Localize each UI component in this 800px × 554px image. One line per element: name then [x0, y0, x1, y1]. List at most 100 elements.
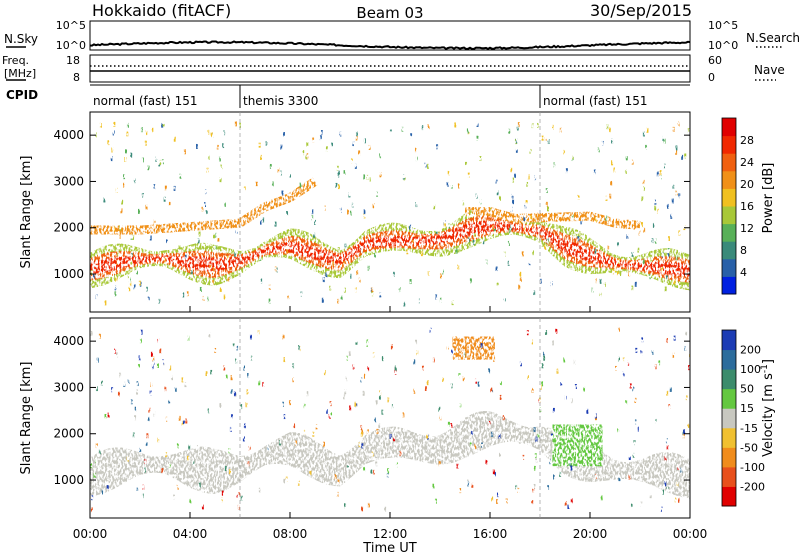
power-scatter-cell	[513, 173, 516, 179]
power-scatter-cell	[503, 251, 506, 257]
nave-label: Nave	[754, 63, 785, 77]
power-scatter-cell	[214, 245, 217, 251]
velocity-scatter-cell	[666, 390, 669, 396]
power-scatter-cell	[223, 202, 226, 208]
velocity-scatter-cell	[240, 404, 243, 410]
power-scatter-cell	[130, 260, 133, 266]
power-scatter-cell	[667, 252, 670, 258]
velocity-scatter-cell	[262, 381, 265, 387]
power-scatter-cell	[439, 273, 442, 279]
velocity-scatter-cell	[432, 483, 435, 489]
power-scatter-cell	[577, 236, 580, 242]
power-scatter-cell	[415, 156, 418, 162]
power-scatter-cell	[115, 187, 118, 193]
velocity-scatter-cell	[196, 445, 199, 451]
power-scatter-cell	[401, 126, 404, 132]
velocity-scatter-cell	[426, 433, 429, 439]
velocity-scatter-cell	[617, 327, 620, 333]
velocity-scatter-cell	[666, 445, 669, 451]
power-colorbar: 4 8 12 16 20 24 28	[721, 117, 754, 295]
velocity-scatter-cell	[519, 361, 522, 367]
colorbar-swatch	[722, 349, 736, 370]
power-scatter-cell	[286, 248, 289, 254]
power-echo-field	[90, 121, 690, 307]
velocity-scatter-cell	[499, 394, 502, 400]
velocity-scatter-cell	[532, 487, 535, 493]
velocity-scatter-cell	[429, 327, 432, 333]
velocity-scatter-cell	[474, 444, 477, 450]
velocity-scatter-cell	[683, 429, 686, 435]
velocity-scatter-cell	[237, 504, 240, 510]
colorbar-swatch	[722, 466, 736, 487]
power-scatter-cell	[678, 230, 681, 236]
power-scatter-cell	[348, 192, 351, 198]
power-scatter-cell	[525, 200, 528, 206]
power-scatter-cell	[149, 235, 152, 241]
power-scatter-cell	[379, 172, 382, 178]
power-scatter-cell	[539, 278, 542, 284]
velocity-scatter-cell	[594, 413, 597, 419]
velocity-scatter-cell	[344, 503, 347, 509]
colorbar-tick-label: 50	[740, 383, 754, 396]
power-scatter-cell	[475, 193, 478, 199]
velocity-scatter-cell	[413, 359, 416, 365]
velocity-scatter-cell	[230, 389, 233, 395]
power-upper-echo	[287, 177, 318, 202]
colorbar-tick-label: -15	[740, 422, 758, 435]
velocity-scatter-cell	[187, 455, 190, 461]
power-scatter-cell	[544, 136, 547, 142]
power-scatter-cell	[601, 140, 604, 146]
power-scatter-cell	[129, 281, 132, 287]
power-scatter-cell	[495, 266, 498, 272]
station-title: Hokkaido (fitACF)	[92, 1, 231, 20]
power-scatter-cell	[255, 181, 258, 187]
velocity-scatter-cell	[474, 378, 477, 384]
velocity-scatter-cell	[363, 373, 366, 379]
power-scatter-cell	[138, 280, 141, 286]
noise-tick-right-top: 10^5	[708, 19, 738, 32]
velocity-scatter-cell	[522, 454, 525, 460]
colorbar-swatch	[722, 170, 736, 189]
freq-tick-right-top: 60	[708, 54, 722, 67]
power-scatter-cell	[227, 276, 230, 282]
power-scatter-cell	[535, 212, 538, 218]
velocity-colorbar-label-main: Velocity [m s	[761, 373, 776, 457]
velocity-scatter-cell	[458, 373, 461, 379]
velocity-scatter-cell	[550, 433, 553, 439]
power-scatter-cell	[455, 248, 458, 254]
velocity-scatter-cell	[416, 350, 419, 356]
velocity-scatter-cell	[236, 345, 239, 351]
power-scatter-cell	[531, 123, 534, 129]
power-scatter-cell	[667, 235, 670, 241]
colorbar-swatch	[722, 369, 736, 390]
power-scatter-cell	[360, 247, 363, 253]
velocity-scatter-cell	[292, 363, 295, 369]
power-scatter-cell	[654, 199, 657, 205]
power-scatter-cell	[541, 241, 544, 247]
power-scatter-cell	[133, 284, 136, 290]
power-scatter-cell	[545, 201, 548, 207]
power-scatter-cell	[163, 196, 166, 202]
velocity-scatter-cell	[517, 487, 520, 493]
velocity-scatter-cell	[282, 401, 285, 407]
power-scatter-cell	[372, 203, 375, 209]
power-scatter-cell	[320, 244, 323, 250]
velocity-scatter-cell	[498, 433, 501, 439]
colorbar-swatch	[722, 408, 736, 429]
power-scatter-cell	[117, 251, 120, 257]
velocity-scatter-cell	[535, 436, 538, 442]
velocity-scatter-cell	[355, 339, 358, 345]
velocity-scatter-cell	[531, 339, 534, 345]
freq-tick-left-bottom: 8	[73, 71, 80, 84]
velocity-scatter-cell	[669, 386, 672, 392]
velocity-scatter-cell	[622, 357, 625, 363]
velocity-scatter-cell	[661, 489, 664, 495]
velocity-scatter-cell	[615, 365, 618, 371]
power-scatter-cell	[617, 258, 620, 264]
colorbar-swatch	[722, 486, 736, 507]
velocity-scatter-cell	[539, 397, 542, 403]
velocity-scatter-cell	[360, 377, 363, 383]
power-scatter-cell	[547, 206, 550, 212]
power-scatter-cell	[159, 159, 162, 165]
velocity-scatter-cell	[399, 450, 402, 456]
